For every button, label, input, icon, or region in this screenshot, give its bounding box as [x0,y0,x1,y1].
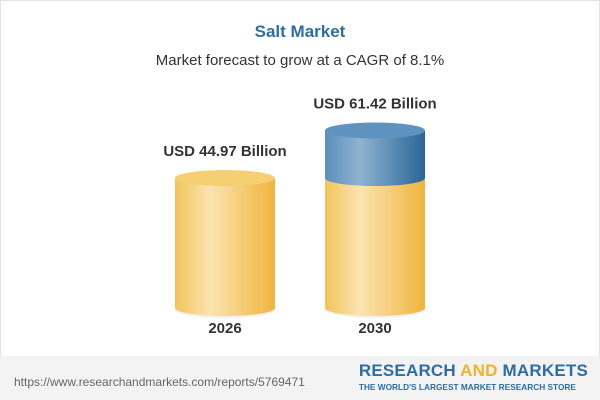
chart-subtitle: Market forecast to grow at a CAGR of 8.1… [155,52,445,69]
category-label: 2030 [358,320,391,337]
chart-title: Salt Market [254,22,346,41]
footer-bar [0,356,600,400]
cylinder-base-segment [325,178,425,316]
cylinder-growth-segment [325,130,425,187]
research-and-markets-logo: RESEARCH AND MARKETS THE WORLD'S LARGEST… [358,361,588,392]
source-url[interactable]: https://www.researchandmarkets.com/repor… [14,375,305,389]
category-label: 2026 [208,320,241,337]
cylinder-chart: USD 44.97 Billion 2026 USD 61.42 Billion 20… [163,95,436,337]
cylinder-base-segment [175,178,275,316]
cylinder-top [175,170,275,187]
data-label: USD 61.42 Billion [313,95,436,112]
cylinder-top [325,122,425,139]
data-label: USD 44.97 Billion [163,143,286,160]
